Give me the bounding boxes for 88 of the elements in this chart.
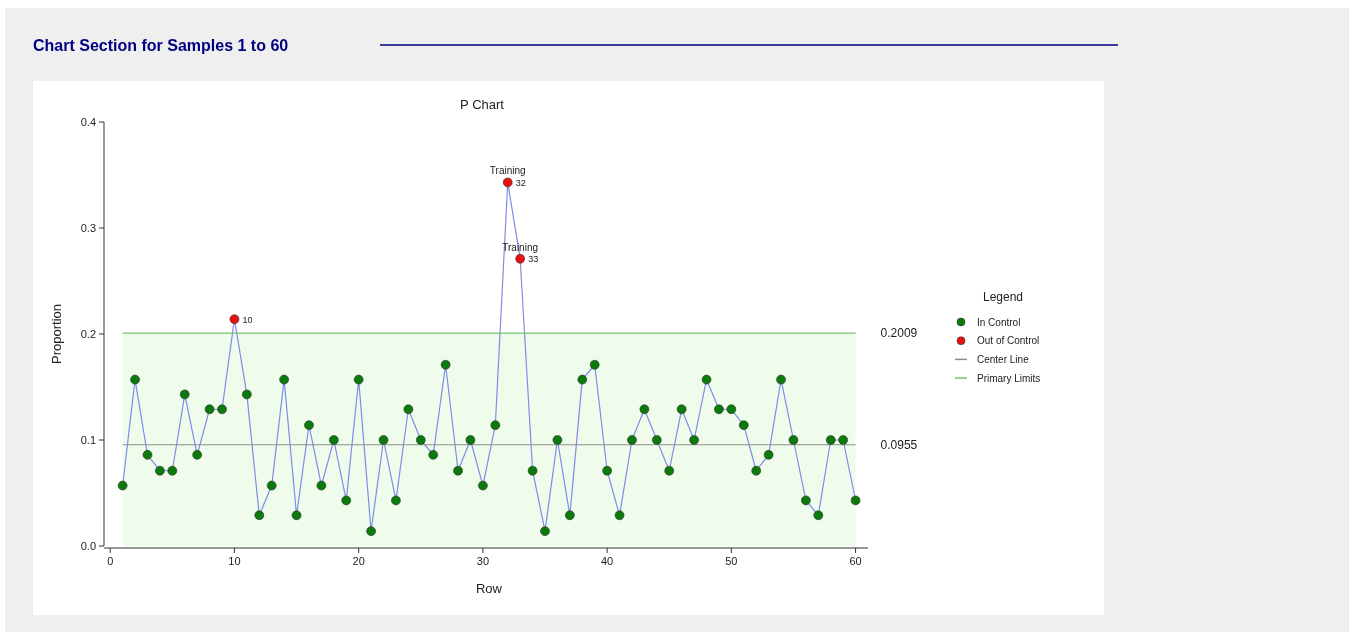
point	[428, 450, 438, 460]
point	[415, 435, 426, 445]
chart-subtitle: P Chart	[460, 97, 505, 112]
point	[527, 465, 538, 476]
x-tick-label: 10	[228, 555, 241, 567]
annotation: 33	[528, 254, 539, 265]
point	[813, 510, 824, 521]
point	[751, 465, 761, 476]
point	[689, 435, 699, 445]
point	[167, 465, 178, 476]
point	[130, 374, 140, 385]
point	[788, 435, 799, 445]
x-tick-label: 60	[849, 555, 862, 567]
legend-label: Center Line	[977, 353, 1030, 365]
annotation: Training	[502, 241, 539, 253]
chart-title: Chart Section for Samples 1 to 60	[33, 37, 289, 54]
point	[602, 465, 612, 476]
point	[391, 495, 401, 506]
legend-label: In Control	[977, 316, 1021, 328]
point	[664, 465, 675, 476]
point	[676, 404, 687, 415]
point	[763, 450, 774, 460]
point	[366, 526, 376, 536]
point	[465, 435, 476, 445]
point	[279, 374, 289, 385]
annotation: 10	[242, 314, 253, 325]
annotation: Training	[489, 165, 526, 177]
point	[316, 480, 327, 491]
point	[639, 404, 650, 415]
point	[229, 314, 240, 324]
point	[838, 435, 848, 445]
x-tick-label: 50	[725, 555, 738, 567]
point	[266, 480, 277, 491]
annotation: 0.2009	[880, 326, 918, 341]
point	[714, 404, 724, 415]
legend-label: Primary Limits	[977, 372, 1041, 384]
y-axis-title: Proportion	[49, 304, 64, 364]
point	[304, 420, 314, 430]
point	[403, 404, 414, 415]
x-tick-label: 40	[601, 555, 614, 567]
point	[204, 404, 215, 415]
y-tick-label: 0.2	[80, 328, 96, 340]
point	[453, 465, 463, 476]
point	[329, 435, 339, 445]
point	[242, 389, 252, 400]
y-tick-label: 0.4	[80, 116, 96, 128]
point	[825, 435, 836, 445]
point	[378, 435, 389, 445]
y-tick-label: 0.1	[80, 434, 96, 446]
x-tick-label: 0	[107, 555, 114, 567]
point	[850, 495, 861, 506]
point	[291, 510, 302, 521]
point	[652, 435, 662, 445]
legend-title: Legend	[982, 290, 1024, 304]
point	[142, 450, 153, 460]
point	[627, 435, 637, 445]
point	[577, 374, 588, 385]
point	[515, 253, 525, 264]
point	[341, 495, 352, 506]
point	[155, 465, 165, 476]
point	[738, 420, 749, 430]
x-tick-label: 30	[476, 555, 490, 567]
point	[565, 510, 575, 521]
point	[440, 359, 451, 370]
x-tick-label: 20	[352, 555, 365, 567]
point	[192, 450, 202, 460]
point	[801, 495, 811, 506]
y-tick-label: 0.0	[80, 540, 96, 552]
point	[701, 374, 712, 385]
point	[552, 435, 563, 445]
point	[589, 359, 600, 370]
y-tick-label: 0.3	[80, 222, 96, 234]
point	[614, 510, 625, 521]
annotation: 32	[515, 177, 526, 188]
point	[776, 374, 786, 385]
point	[179, 389, 190, 400]
x-axis-title: Row	[475, 581, 503, 596]
annotation: 0.0955	[880, 437, 918, 452]
point	[478, 480, 488, 491]
point	[117, 480, 128, 491]
point	[217, 404, 227, 415]
point	[540, 526, 550, 536]
point	[502, 177, 513, 188]
point	[726, 404, 737, 415]
point	[490, 420, 501, 430]
legend-label: Out of Control	[977, 335, 1040, 347]
point	[353, 374, 364, 385]
point	[254, 510, 265, 521]
